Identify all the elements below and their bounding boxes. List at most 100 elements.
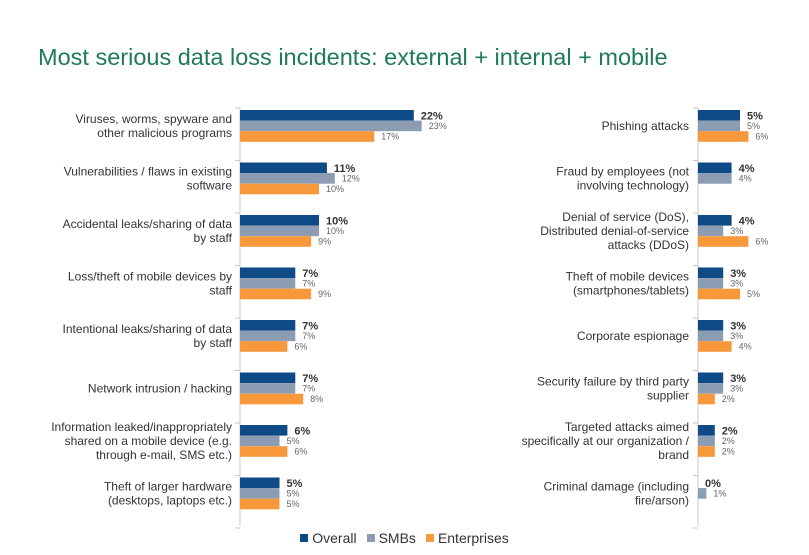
data-label-smbs: 3% [730,226,743,236]
data-label-enterprises: 9% [318,237,331,247]
data-label-smbs: 2% [722,436,735,446]
data-label-smbs: 3% [730,331,743,341]
data-label-overall: 10% [326,215,348,227]
data-label-overall: 7% [302,320,318,332]
category-label-line: software [187,178,233,192]
bar-overall [698,110,740,121]
category-label-line: Targeted attacks aimed [565,420,689,434]
bar-overall [240,477,280,489]
data-label-enterprises: 6% [755,132,768,142]
bar-smbs [698,120,740,132]
page-title: Most serious data loss incidents: extern… [38,44,668,70]
data-label-smbs: 3% [730,384,743,394]
category-label: Vulnerabilities / flaws in existing softw… [64,164,233,192]
bar-enterprises [698,446,715,457]
legend-item-smbs: SMBs [366,530,416,546]
category-label-line: Network intrusion / hacking [88,381,232,395]
category-label-line: by staff [194,231,233,245]
category-label-line: specifically at our organization / [522,434,690,448]
bar-overall [240,110,414,121]
data-label-overall: 2% [722,425,738,437]
data-label-enterprises: 6% [294,342,307,352]
bar-overall [698,267,724,279]
bar-overall [698,162,732,174]
data-label-smbs: 5% [287,489,300,499]
category-label-line: Criminal damage (including [544,479,689,493]
category-label-line: Theft of larger hardware [104,479,232,493]
category-label: Corporate espionage [577,329,689,343]
bar-smbs [698,330,724,342]
data-label-overall: 3% [730,373,746,385]
legend-label: Overall [312,530,357,546]
data-label-smbs: 5% [287,436,300,446]
legend-label: Enterprises [437,530,509,546]
data-label-enterprises: 5% [747,289,760,299]
data-label-overall: 5% [747,110,763,122]
bar-overall [240,320,296,331]
bar-enterprises [240,131,375,142]
category-label-line: (desktops, laptops etc.) [108,493,232,507]
bar-smbs [698,278,724,289]
category-label-line: Theft of mobile devices [566,269,689,283]
category-label-line: shared on a mobile device (e.g. [65,434,232,448]
data-label-smbs: 5% [747,121,760,131]
bar-overall [240,267,296,279]
bar-enterprises [698,393,715,405]
data-label-overall: 6% [294,425,310,437]
data-label-overall: 3% [730,268,746,280]
category-label-line: Phishing attacks [602,119,689,133]
category-label-line: Intentional leaks/sharing of data [63,322,233,336]
category-label: Information leaked/inappropriately shared… [51,420,232,462]
bar-overall [698,425,715,436]
category-label-line: Accidental leaks/sharing of data [63,217,233,231]
bar-overall [240,372,296,384]
category-label: Criminal damage (including fire/arson) [544,479,689,507]
data-label-overall: 22% [421,110,443,122]
data-label-enterprises: 6% [294,447,307,457]
category-label-line: fire/arson) [635,493,689,507]
category-label-line: through e-mail, SMS etc.) [96,448,232,462]
legend-swatch [366,534,375,542]
bar-enterprises [240,236,312,247]
bar-smbs [698,435,715,447]
bar-enterprises [240,498,280,510]
bar-smbs [698,488,707,499]
category-label: Fraud by employees (not involving technol… [556,164,689,192]
bar-overall [698,372,724,384]
data-label-overall: 0% [705,478,721,490]
category-label-line: brand [658,448,689,462]
data-label-enterprises: 2% [722,447,735,457]
category-label-line: attacks (DDoS) [608,238,689,252]
category-label: Accidental leaks/sharing of data by staff [63,217,233,245]
chart: Viruses, worms, spyware and other malicio… [51,107,768,529]
bar-overall [698,320,724,331]
category-label-line: other malicious programs [97,126,232,140]
left-bar-chart: Viruses, worms, spyware and other malicio… [51,107,447,529]
data-label-smbs: 3% [730,279,743,289]
legend-swatch [425,534,434,542]
bar-smbs [698,383,724,394]
data-label-enterprises: 5% [287,499,300,509]
data-label-enterprises: 8% [310,394,323,404]
category-label-line: Security failure by third party [537,374,689,388]
data-label-enterprises: 10% [326,184,344,194]
data-label-smbs: 12% [342,174,360,184]
category-label-line: staff [210,283,233,297]
category-label-line: Distributed denial-of-service [540,224,689,238]
category-label-line: Fraud by employees (not [556,164,689,178]
legend-swatch [300,534,309,542]
data-label-overall: 11% [334,163,356,175]
category-label: Intentional leaks/sharing of data by staf… [63,322,233,350]
legend: Overall SMBs Enterprises [0,530,809,546]
bar-smbs [240,173,335,184]
bar-enterprises [698,236,749,247]
bar-overall [240,162,327,174]
data-label-overall: 7% [302,373,318,385]
bar-smbs [240,120,422,132]
category-label: Theft of mobile devices (smartphones/tabl… [566,269,689,297]
data-label-smbs: 7% [302,384,315,394]
category-label-line: Denial of service (DoS), [562,210,689,224]
category-label-line: by staff [194,336,233,350]
data-label-smbs: 1% [713,489,726,499]
